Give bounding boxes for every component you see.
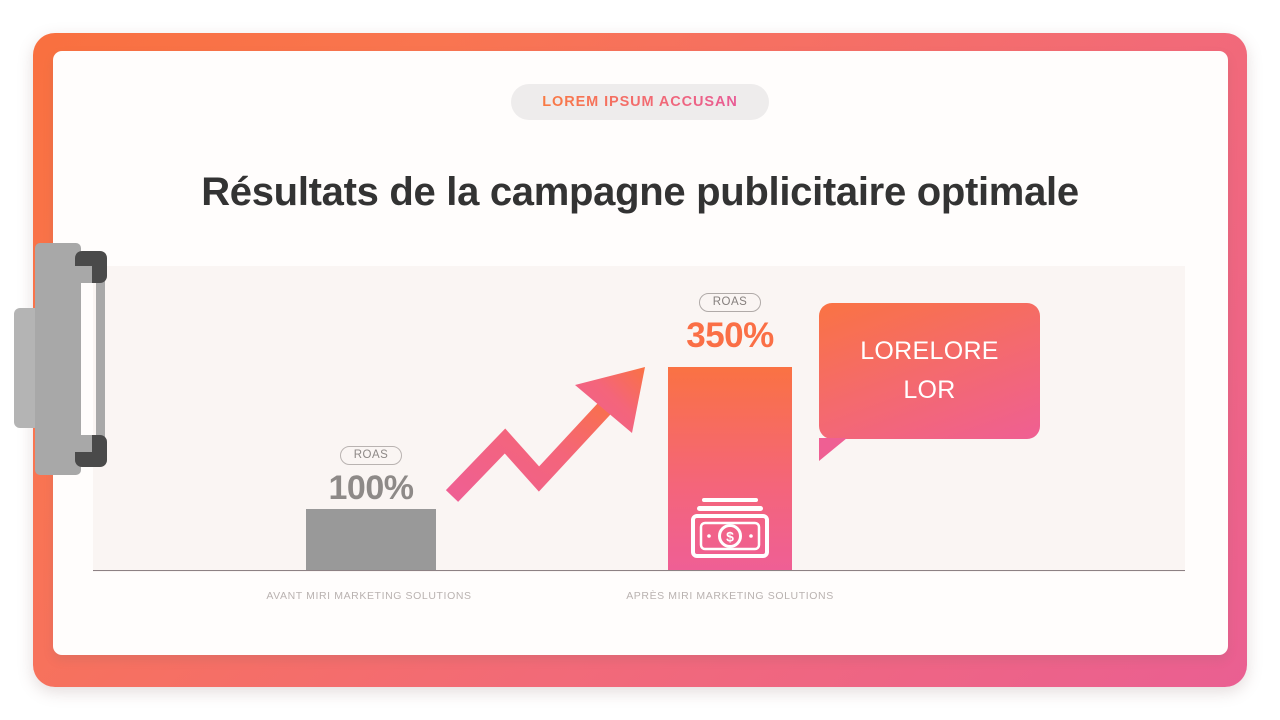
svg-text:$: $ — [726, 529, 734, 545]
roas-tag-after: ROAS — [698, 293, 762, 312]
roas-value-before: 100% — [328, 469, 414, 507]
clipboard-clip-icon — [14, 243, 119, 475]
slide-card: LOREM IPSUM ACCUSAN Résultats de la camp… — [53, 51, 1228, 655]
roas-value-after: 350% — [686, 316, 774, 355]
clip-grip-bottom — [75, 435, 107, 467]
eyebrow-badge-label: LOREM IPSUM ACCUSAN — [542, 94, 738, 110]
callout-bubble: LORELORE LOR — [819, 303, 1040, 439]
eyebrow-badge: LOREM IPSUM ACCUSAN — [511, 84, 769, 120]
axis-label-before: AVANT MIRI MARKETING SOLUTIONS — [266, 590, 472, 602]
callout-line-1: LORELORE — [860, 337, 999, 366]
page-title: Résultats de la campagne publicitaire op… — [201, 170, 1079, 214]
axis-label-after: APRÈS MIRI MARKETING SOLUTIONS — [626, 590, 834, 602]
bar-after — [668, 367, 792, 570]
growth-arrow-icon — [445, 363, 656, 503]
clip-spine — [35, 243, 81, 475]
chart-baseline — [93, 570, 1185, 571]
stat-after: ROAS 350% — [668, 292, 792, 356]
roas-tag-before: ROAS — [339, 446, 403, 465]
clip-grip-bottom-inner — [75, 435, 92, 452]
stat-before: ROAS 100% — [306, 445, 436, 508]
money-stack-icon: $ — [690, 496, 770, 558]
clip-grip-top-inner — [75, 266, 92, 283]
callout-bubble-tail — [819, 438, 847, 461]
callout-line-2: LOR — [903, 376, 956, 404]
clip-grip-top — [75, 251, 107, 283]
callout-bubble-text: LORELORE LOR — [846, 332, 1013, 410]
bar-before — [306, 509, 436, 570]
